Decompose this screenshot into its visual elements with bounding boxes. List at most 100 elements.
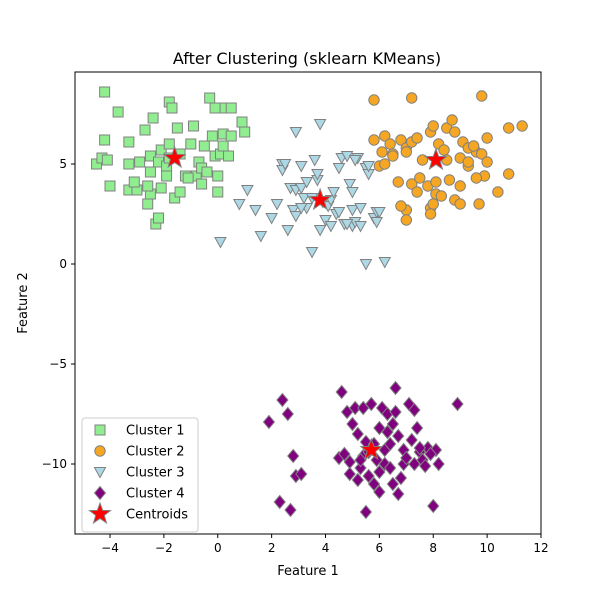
cluster-2-point [476,90,488,102]
y-tick-label: −10 [42,457,67,471]
cluster-4-point [273,494,286,510]
cluster-1-point [128,176,140,188]
cluster-4-point [365,396,378,412]
cluster-2-point [376,146,388,158]
cluster-4-point [354,460,367,476]
cluster-2-point [470,172,483,184]
cluster-4-point [392,486,405,502]
cluster-2-point [379,130,391,142]
cluster-2-point [502,168,515,180]
cluster-3-point [249,205,262,217]
cluster-4-point [389,380,402,396]
legend-label: Cluster 3 [126,466,185,481]
cluster-2-point [476,148,488,160]
cluster-3-point [319,215,332,227]
cluster-4-point [351,426,364,442]
cluster-3-point [305,247,319,259]
cluster-4-point [386,416,400,432]
x-tick-label: 2 [268,541,276,555]
y-tick-label: 0 [59,257,67,271]
legend-marker-centroids [88,501,112,525]
legend-marker-cluster-4 [93,485,107,501]
series-cluster-4 [262,380,464,520]
cluster-1-point [166,102,178,114]
cluster-4-point [346,416,359,432]
cluster-1-point [104,180,116,192]
cluster-3-point [346,187,359,199]
cluster-4-point [351,472,364,488]
cluster-2-point [454,198,466,210]
legend: Cluster 1 Cluster 2 Cluster 3 Cluster 4 Cent… [81,417,199,533]
cluster-2-point [424,208,437,220]
cluster-2-point [481,156,493,168]
cluster-2-point [449,126,461,138]
cluster-2-point [384,138,396,150]
cluster-2-point [392,176,404,188]
legend-marker-cluster-1 [94,424,106,436]
cluster-4-point [262,414,276,430]
x-axis-label: Feature 1 [277,564,339,579]
cluster-3-point [241,185,254,197]
x-tick-label: −4 [101,541,119,555]
cluster-1-point [188,120,200,132]
cluster-1-point [123,136,135,148]
cluster-1-point [155,182,167,194]
cluster-1-point [174,186,186,198]
cluster-4-point [384,460,397,476]
cluster-1-point [225,130,237,142]
cluster-2-point [467,140,480,152]
cluster-1-point [101,154,113,166]
cluster-4-point [348,400,362,416]
cluster-1-point [196,178,208,190]
cluster-2-point [443,174,456,186]
cluster-2-point [446,114,458,126]
legend-item-cluster-1: Cluster 1 [94,424,185,439]
cluster-1-point [161,170,173,182]
cluster-3-point [332,163,346,175]
cluster-4-point [367,476,381,492]
x-tick-label: −2 [155,541,173,555]
cluster-4-point [408,402,421,418]
cluster-1-point [171,122,183,134]
cluster-1-point [212,186,224,198]
x-tick-label: 10 [479,541,494,555]
cluster-2-point [406,178,418,190]
cluster-4-point [394,470,408,486]
cluster-1-point [198,140,210,152]
cluster-3-point [332,207,346,219]
cluster-2-point [473,198,485,210]
cluster-2-point [430,176,442,188]
cluster-3-point [313,225,327,237]
cluster-4-point [276,392,289,408]
plot-frame [74,71,542,535]
series-centroids [162,145,448,461]
cluster-2-point [462,156,474,168]
legend-marker-cluster-3 [93,467,107,479]
cluster-2-point [400,214,413,226]
x-tick-label: 0 [214,541,222,555]
cluster-3-point [278,159,292,171]
cluster-3-point [313,119,327,131]
cluster-1-point [217,140,229,152]
cluster-2-point [395,200,407,212]
cluster-4-point [424,446,437,462]
cluster-2-point [492,186,504,198]
cluster-3-point [297,193,311,205]
cluster-1-point [123,158,135,170]
series-cluster-2 [368,90,528,226]
legend-label: Cluster 2 [126,445,185,460]
cluster-1-point [155,144,167,156]
cluster-4-point [405,432,418,448]
cluster-1-point [225,102,237,114]
cluster-1-point [153,212,165,224]
cluster-4-point [410,420,424,436]
cluster-2-point [395,134,407,146]
cluster-4-point [343,466,356,482]
y-tick-label: −5 [49,357,67,371]
cluster-3-point [214,237,227,249]
cluster-4-point [427,498,440,514]
cluster-4-point [400,450,413,466]
cluster-2-point [379,158,391,170]
cluster-3-point [289,211,303,223]
cluster-4-point [451,396,464,412]
